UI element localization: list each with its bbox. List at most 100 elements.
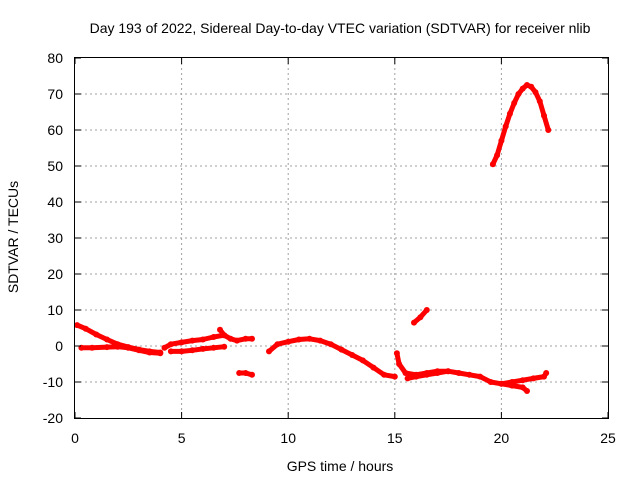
y-tick-label: 30 xyxy=(47,230,63,246)
x-tick-label: 10 xyxy=(280,430,296,446)
series-arc-5 xyxy=(266,335,398,380)
x-axis-label: GPS time / hours xyxy=(287,458,394,474)
data-point xyxy=(167,341,174,348)
data-point xyxy=(545,127,552,133)
data-point xyxy=(89,344,96,351)
x-tick-label: 15 xyxy=(387,430,403,446)
data-point xyxy=(210,344,217,351)
data-point xyxy=(370,364,377,371)
data-point xyxy=(477,373,484,380)
data-point xyxy=(487,379,494,385)
series-arc-3 xyxy=(217,326,255,344)
data-point xyxy=(528,83,535,90)
x-tick-label: 0 xyxy=(71,430,79,446)
data-point xyxy=(178,339,185,346)
grid-lines xyxy=(75,58,608,418)
data-point xyxy=(494,152,501,159)
tick-labels: 0 5 10 15 20 25 -20 -10 0 10 20 30 40 50 60 70 80 xyxy=(43,50,616,446)
data-point xyxy=(74,322,81,329)
data-point xyxy=(317,337,324,344)
data-point xyxy=(489,161,496,168)
data-point xyxy=(524,388,530,394)
data-point xyxy=(541,112,547,119)
x-tick-label: 25 xyxy=(600,430,616,446)
data-point xyxy=(295,336,302,343)
plot-area-frame xyxy=(74,57,609,419)
y-tick-label: 80 xyxy=(47,50,63,66)
series-layer xyxy=(74,82,552,394)
data-point xyxy=(227,335,234,342)
data-point xyxy=(249,335,255,342)
chart-title: Day 193 of 2022, Sidereal Day-to-day VTE… xyxy=(90,20,591,36)
data-point xyxy=(234,337,240,344)
data-point xyxy=(125,344,132,351)
data-point xyxy=(338,346,345,353)
data-point xyxy=(266,348,272,355)
data-point xyxy=(242,335,249,342)
data-point xyxy=(242,370,249,376)
data-point xyxy=(466,371,473,378)
series-arc-8 xyxy=(498,370,550,387)
data-point xyxy=(498,380,505,387)
data-point xyxy=(114,343,121,350)
data-point xyxy=(455,370,462,376)
data-point xyxy=(221,332,228,339)
y-tick-label: 70 xyxy=(47,86,63,102)
y-tick-label: 0 xyxy=(55,338,63,354)
y-tick-label: -20 xyxy=(43,410,63,426)
data-point xyxy=(498,137,505,144)
data-point xyxy=(157,350,164,357)
y-tick-label: 40 xyxy=(47,194,63,210)
data-point xyxy=(349,352,356,358)
data-point xyxy=(136,347,142,354)
data-point xyxy=(391,373,398,380)
data-point xyxy=(536,98,543,105)
data-point xyxy=(532,89,539,96)
y-axis-label: SDTVAR / TECUs xyxy=(5,181,21,293)
data-point xyxy=(411,319,417,326)
data-point xyxy=(161,344,168,351)
data-point xyxy=(509,379,516,385)
data-point xyxy=(104,344,110,351)
series-arc-4 xyxy=(236,370,255,378)
data-point xyxy=(104,336,110,343)
data-point xyxy=(217,326,223,333)
data-point xyxy=(423,307,430,313)
data-point xyxy=(519,85,526,92)
data-point xyxy=(393,350,400,357)
data-point xyxy=(285,338,292,345)
data-point xyxy=(274,341,281,348)
series-arc-9 xyxy=(411,307,430,326)
data-point xyxy=(530,375,537,382)
y-tick-label: 50 xyxy=(47,158,63,174)
data-point xyxy=(519,377,526,384)
data-point xyxy=(199,336,206,343)
y-tick-label: 10 xyxy=(47,302,63,318)
data-point xyxy=(189,337,196,344)
data-point xyxy=(359,357,366,364)
y-tick-label: 20 xyxy=(47,266,63,282)
data-point xyxy=(327,341,334,348)
data-point xyxy=(249,371,255,378)
data-point xyxy=(199,345,206,352)
data-point xyxy=(434,370,441,376)
data-point xyxy=(445,368,452,375)
data-point xyxy=(221,343,228,350)
data-point xyxy=(413,373,420,380)
y-tick-label: -10 xyxy=(43,374,63,390)
data-point xyxy=(189,347,196,354)
y-tick-label: 60 xyxy=(47,122,63,138)
series-arc-2-lower xyxy=(167,343,228,355)
x-tick-label: 5 xyxy=(178,430,186,446)
data-point xyxy=(519,384,526,391)
data-point xyxy=(381,371,388,378)
data-point xyxy=(210,334,217,340)
series-arc-10 xyxy=(489,82,552,168)
data-point xyxy=(82,325,89,332)
data-point xyxy=(178,348,185,355)
data-point xyxy=(511,100,518,106)
data-point xyxy=(515,91,522,97)
data-point xyxy=(236,370,243,376)
data-point xyxy=(543,370,550,376)
